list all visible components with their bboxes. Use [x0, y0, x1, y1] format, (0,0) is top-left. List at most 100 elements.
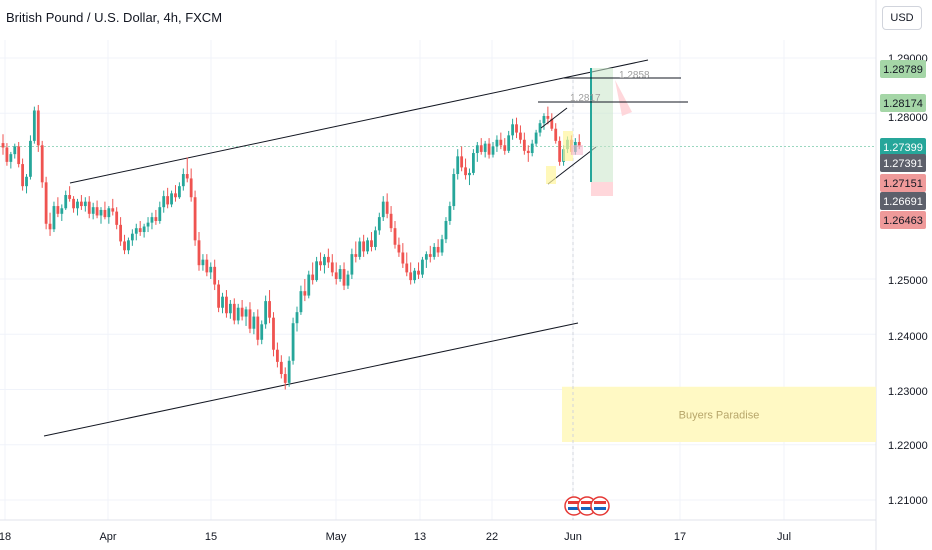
candle-body: [217, 284, 220, 308]
candle-body: [405, 263, 409, 273]
candle-body: [103, 209, 107, 218]
candle-body: [440, 239, 444, 253]
candle: [178, 182, 181, 199]
candle-body: [205, 259, 209, 273]
candle: [291, 317, 295, 365]
candle: [236, 303, 240, 325]
candle: [279, 355, 283, 379]
candle-body: [268, 301, 271, 318]
candle-body: [32, 110, 36, 141]
candle-body: [303, 291, 307, 296]
candle-body: [201, 259, 205, 266]
candle: [366, 237, 369, 255]
candle-body: [87, 201, 91, 214]
candle-body: [479, 145, 483, 152]
candle: [115, 207, 119, 230]
price-label-stop-zone: [880, 211, 926, 229]
candle: [287, 356, 291, 387]
arrow-marker: [615, 80, 632, 116]
candle-body: [91, 207, 95, 214]
candle-body: [464, 167, 467, 176]
candle: [201, 254, 205, 271]
candle: [522, 132, 526, 155]
candle-body: [550, 118, 554, 129]
candle: [181, 168, 185, 191]
price-label-text-support: 1.26691: [883, 196, 923, 208]
candle: [154, 209, 158, 225]
candle-body: [475, 145, 479, 154]
candle: [127, 237, 130, 255]
candle: [519, 125, 522, 144]
candle: [134, 223, 138, 241]
candle: [464, 158, 467, 180]
chart-title: British Pound / U.S. Dollar, 4h, FXCM: [6, 10, 223, 25]
price-label-target-2: [880, 60, 926, 78]
candle-body: [330, 262, 334, 273]
candle: [232, 298, 236, 325]
event-flag-stripe: [568, 501, 580, 504]
candle: [381, 196, 385, 221]
candle-body: [319, 261, 322, 266]
candle: [491, 141, 495, 158]
y-tick-label: 1.25000: [888, 275, 928, 287]
candle-body: [389, 213, 393, 229]
currency-button[interactable]: USD: [882, 6, 922, 30]
candle-body: [468, 172, 471, 176]
candle: [80, 195, 83, 210]
x-tick-label: Apr: [99, 531, 116, 543]
wedge-upper-line: [540, 107, 568, 129]
candle-body: [181, 174, 185, 187]
position-stop-area: [591, 182, 613, 196]
candle: [370, 232, 373, 252]
candle-body: [522, 139, 526, 151]
candle: [107, 206, 111, 224]
candle: [495, 135, 499, 152]
y-tick-label: 1.28000: [888, 112, 928, 124]
candle-body: [311, 274, 315, 281]
candle: [393, 220, 397, 249]
candle-body: [487, 143, 491, 155]
candle: [256, 309, 260, 346]
candle: [319, 252, 322, 271]
candle-body: [272, 317, 275, 350]
candle-body: [503, 145, 507, 151]
candle-body: [213, 266, 217, 285]
candle-body: [554, 128, 558, 141]
candle: [362, 234, 366, 257]
candle: [432, 243, 436, 260]
candle-body: [307, 274, 311, 296]
candle-body: [123, 241, 126, 251]
candle: [295, 306, 299, 332]
candle: [311, 262, 315, 285]
candle-body: [381, 201, 385, 218]
candle-body: [370, 240, 373, 247]
candle: [252, 312, 256, 335]
candle: [526, 145, 530, 162]
event-flag-stripe: [594, 501, 606, 504]
candle-body: [252, 316, 256, 329]
candle: [452, 168, 456, 210]
candle-body: [350, 254, 354, 275]
candle: [91, 202, 95, 220]
candle-body: [338, 269, 342, 279]
candle: [123, 234, 126, 255]
candle-body: [428, 254, 432, 257]
candle: [534, 129, 538, 147]
candle: [205, 254, 209, 277]
event-flag-icon: [590, 496, 610, 516]
candle: [268, 290, 271, 324]
candle: [64, 190, 68, 210]
level-label-1: 1.2858: [619, 70, 650, 81]
candle-body: [170, 193, 173, 205]
candle: [52, 201, 56, 233]
candle: [5, 143, 9, 166]
candle: [483, 140, 487, 158]
x-tick-label: 13: [414, 531, 426, 543]
candle-body: [558, 140, 562, 162]
candle-body: [346, 274, 350, 286]
event-flag-stripe: [581, 501, 593, 504]
candle-body: [72, 198, 75, 209]
candle: [56, 197, 60, 218]
candle-body: [134, 228, 138, 234]
